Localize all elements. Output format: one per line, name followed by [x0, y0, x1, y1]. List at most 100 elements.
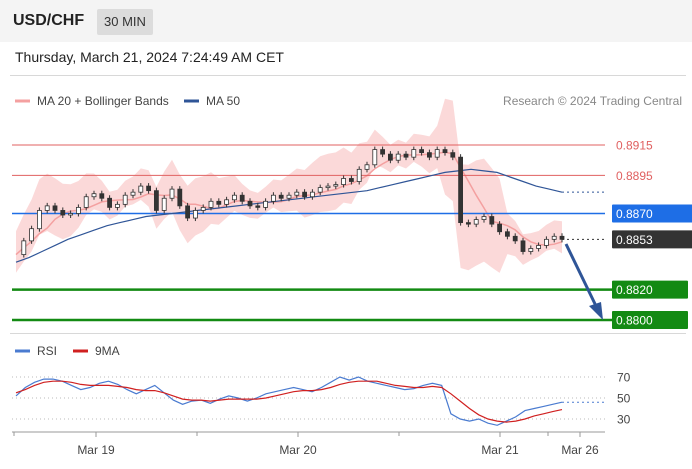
candle-body [411, 149, 417, 158]
forecast-arrow-shaft [564, 243, 598, 307]
candle-body [177, 188, 183, 207]
candle-body [442, 149, 448, 154]
candle-body [216, 200, 222, 205]
candle-body [294, 191, 300, 196]
ma9-line [15, 380, 563, 423]
candle-body [247, 200, 253, 207]
current-level-badge-3 [612, 230, 692, 249]
candle-body [434, 149, 440, 158]
candle-body [325, 185, 331, 189]
candle-body [122, 194, 128, 205]
ma9-legend-label: 9MA [95, 344, 120, 358]
interval-selector[interactable]: 30 MIN [97, 9, 153, 35]
rsi-level-label: 50 [617, 392, 631, 406]
support-level-label-5: 0.8800 [616, 314, 653, 328]
candle-body [380, 149, 386, 155]
rsi-level-label: 70 [617, 371, 631, 385]
candle-body [286, 194, 292, 199]
x-axis-label: Mar 20 [279, 443, 317, 457]
candle-body [520, 240, 526, 252]
candle-body [309, 191, 315, 198]
support-level-badge-5 [612, 311, 688, 329]
candle-body [497, 223, 503, 233]
candle-body [473, 219, 479, 225]
resistance-level-label-1: 0.8895 [616, 169, 653, 183]
bollinger-band [16, 98, 562, 273]
candle-body [138, 185, 144, 193]
candle-body [489, 216, 495, 225]
rsi-level-label: 30 [617, 413, 631, 427]
candle-body [37, 210, 42, 230]
candle-body [146, 185, 152, 192]
candle-body [536, 245, 541, 249]
pivot-level-label-2: 0.8870 [616, 207, 653, 221]
x-axis-label: Mar 26 [561, 443, 599, 457]
candle-body [333, 184, 339, 187]
candle-body [91, 193, 97, 198]
ma20-legend-label: MA 20 + Bollinger Bands [37, 94, 169, 108]
candle-body [465, 222, 471, 225]
candle-body [302, 191, 308, 198]
candle-body [551, 235, 557, 240]
divider [10, 333, 686, 334]
candle-body [403, 153, 409, 158]
pivot-level-badge-2 [612, 204, 692, 223]
candle-body [458, 156, 464, 224]
candle-body [68, 213, 73, 216]
candle-body [278, 194, 284, 199]
candle-body [419, 149, 425, 154]
candle-body [83, 196, 89, 208]
candle-body [426, 152, 432, 158]
candle-body [169, 188, 175, 199]
ma50-legend-label: MA 50 [206, 94, 240, 108]
candle-body [544, 238, 549, 246]
candle-body [481, 216, 487, 220]
candle-body [387, 153, 393, 161]
candle-body [270, 194, 276, 202]
candle-body [341, 178, 347, 185]
candle-body [395, 153, 401, 161]
candle-body [504, 231, 510, 237]
candle-body [99, 193, 105, 199]
candle-body [263, 200, 269, 208]
candle-body [372, 149, 378, 166]
candle-body [130, 191, 136, 196]
candle-body [356, 168, 362, 182]
candle-body [60, 210, 66, 216]
candle-body [231, 194, 237, 201]
rsi-legend-label: RSI [37, 344, 57, 358]
candle-body [512, 235, 518, 242]
candle-body [153, 190, 159, 211]
candle-body [317, 187, 323, 193]
credit-text: Research © 2024 Trading Central [503, 94, 682, 108]
rsi-line [15, 376, 563, 426]
timestamp: Thursday, March 21, 2024 7:24:49 AM CET [15, 49, 284, 65]
candle-body [200, 206, 206, 211]
support-level-badge-4 [612, 280, 688, 299]
candle-body [364, 164, 370, 170]
candle-body [559, 235, 565, 240]
candle-body [192, 210, 198, 219]
candle-body [44, 205, 50, 211]
candle-body [255, 205, 261, 208]
candle-body [52, 205, 58, 211]
candle-body [115, 203, 120, 208]
divider [10, 75, 686, 76]
candle-body [185, 205, 191, 219]
symbol-title: USD/CHF [13, 12, 85, 29]
x-axis-label: Mar 19 [77, 443, 115, 457]
x-axis-label: Mar 21 [481, 443, 519, 457]
candle-body [76, 206, 81, 214]
resistance-level-label-0: 0.8915 [616, 139, 653, 153]
candle-body [239, 194, 245, 202]
candle-body [348, 178, 354, 182]
candle-body [107, 197, 112, 208]
support-level-label-4: 0.8820 [616, 283, 653, 297]
candle-body [528, 248, 534, 252]
candle-body [161, 197, 167, 211]
candle-body [450, 152, 456, 158]
forecast-arrow-head [589, 302, 603, 320]
candle-body [29, 228, 35, 242]
candle-body [21, 240, 27, 255]
